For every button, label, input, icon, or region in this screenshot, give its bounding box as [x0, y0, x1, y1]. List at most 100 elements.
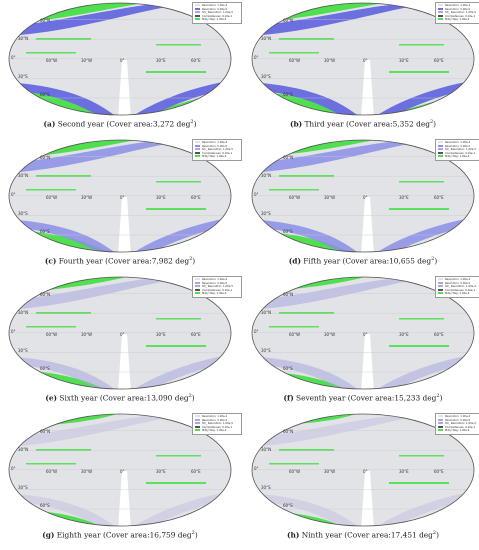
ra-label: 30°E	[399, 469, 409, 474]
dec-label: 0°	[254, 466, 259, 471]
ra-label: 30°E	[399, 195, 409, 200]
sky-coverage-map: 60°N 30°N 0° 30°S 60°S 60°W 30°W 0° 30°E 60°E	[251, 139, 475, 253]
legend-entry: Milky Way: 1.00e-4	[195, 18, 239, 22]
coverage-band	[9, 82, 118, 115]
legend-entry: Milky Way: 1.00e-4	[438, 429, 479, 433]
map-panel: 60°N 30°N 0° 30°S 60°S 60°W 30°W 0° 30°E 60°E Reso…	[249, 274, 479, 409]
legend-text: SD_ Resolution: 1.00e-5	[202, 148, 233, 152]
scan-strip	[26, 52, 76, 54]
legend-entry: Completeness: 9.10e-1	[195, 151, 239, 156]
legend-entry: SD_ Resolution: 1.00e-5	[195, 11, 239, 15]
legend-entry: SD_ Resolution: 1.00e-5	[195, 422, 239, 426]
legend-swatch	[438, 288, 443, 291]
scan-strip	[156, 455, 201, 457]
scan-strip	[156, 44, 201, 46]
legend-swatch	[438, 7, 443, 10]
dec-label: 30°N	[18, 173, 28, 178]
scan-strip	[269, 52, 319, 54]
legend-entry: Completeness: 9.10e-1	[438, 425, 479, 430]
legend-swatch	[438, 141, 443, 143]
legend-text: SD_ Resolution: 1.00e-5	[445, 11, 476, 15]
panel-caption: (g) Eighth year (Cover area:16,759 deg2)	[42, 530, 198, 540]
milky-way-gap	[361, 60, 374, 115]
map-legend: Resolution: 1.00e-4 Resolution: 5.00e-5 SD…	[435, 276, 479, 298]
legend-text: Resolution: 5.00e-5	[445, 418, 471, 422]
dec-label: 0°	[11, 55, 16, 60]
legend-text: SD_ Resolution: 1.00e-5	[445, 148, 476, 152]
caption-superscript: 2	[189, 256, 193, 262]
dec-label: 30°N	[18, 447, 28, 452]
legend-swatch	[195, 288, 200, 291]
scan-strip	[146, 208, 206, 210]
coverage-band	[373, 354, 474, 389]
map-legend: Resolution: 1.00e-4 Resolution: 5.00e-5 SD…	[435, 2, 479, 24]
map-outline	[8, 276, 232, 390]
scan-strip	[269, 463, 319, 465]
scan-strip	[399, 181, 444, 183]
dec-label: 30°N	[18, 36, 28, 41]
coverage-band	[373, 80, 474, 115]
dec-label: 30°S	[261, 74, 271, 79]
coverage-band	[252, 493, 361, 526]
panel-caption: (c) Fourth year (Cover area:7,982 deg2)	[44, 256, 196, 266]
ra-label: 0°	[363, 58, 368, 63]
ra-label: 60°E	[434, 332, 444, 337]
legend-text: Completeness: 9.10e-1	[445, 425, 476, 429]
ra-label: 60°E	[191, 58, 201, 63]
caption-superscript: 2	[191, 530, 195, 536]
scan-strip	[146, 345, 206, 347]
map-panel: 60°N 30°N 0° 30°S 60°S 60°W 30°W 0° 30°E 60°E Reso…	[249, 137, 479, 272]
map-legend: Resolution: 1.00e-4 Resolution: 5.00e-5 SD…	[192, 276, 242, 298]
map-panel: 60°N 30°N 0° 30°S 60°S 60°W 30°W 0° 30°E 60°E Reso…	[249, 0, 479, 135]
dec-label: 60°N	[40, 429, 50, 434]
coverage-band	[9, 414, 196, 447]
dec-label: 30°N	[261, 36, 271, 41]
panel-caption: (f) Seventh year (Cover area:15,233 deg2…	[283, 393, 443, 403]
ra-label: 30°W	[324, 469, 335, 474]
scan-strip	[389, 482, 449, 484]
coverage-band	[130, 80, 231, 115]
legend-text: Resolution: 1.00e-4	[445, 278, 471, 281]
legend-text: Milky Way: 1.00e-4	[202, 292, 227, 296]
caption-superscript: 2	[190, 119, 194, 125]
legend-swatch	[438, 415, 443, 417]
map-outline	[8, 139, 232, 253]
legend-text: Resolution: 1.00e-4	[202, 415, 228, 418]
dec-label: 0°	[254, 55, 259, 60]
dec-label: 60°S	[40, 92, 50, 97]
legend-swatch	[438, 155, 443, 158]
scan-strip	[26, 326, 76, 328]
ra-label: 60°E	[191, 469, 201, 474]
legend-swatch	[195, 4, 200, 6]
legend-swatch	[438, 148, 443, 151]
coverage-band	[130, 354, 231, 389]
panel-caption: (e) Sixth year (Cover area:13,090 deg2)	[45, 393, 195, 403]
ra-label: 30°W	[81, 58, 92, 63]
ra-label: 30°E	[156, 58, 166, 63]
legend-entry: Resolution: 5.00e-5	[195, 144, 239, 149]
legend-entry: Resolution: 5.00e-5	[195, 281, 239, 286]
map-panel: 60°N 30°N 0° 30°S 60°S 60°W 30°W 0° 30°E 60°E Reso…	[6, 0, 242, 135]
sky-coverage-map: 60°N 30°N 0° 30°S 60°S 60°W 30°W 0° 30°E 60°E	[251, 2, 475, 116]
legend-text: Milky Way: 1.00e-4	[445, 292, 470, 296]
legend-text: Milky Way: 1.00e-4	[445, 18, 470, 22]
legend-swatch	[195, 429, 200, 432]
dec-label: 60°N	[40, 155, 50, 160]
legend-entry: Completeness: 9.10e-1	[195, 14, 239, 19]
dec-label: 30°S	[261, 348, 271, 353]
legend-swatch	[195, 285, 200, 288]
scan-strip	[389, 208, 449, 210]
legend-entry: Resolution: 5.00e-5	[195, 418, 239, 423]
legend-swatch	[195, 292, 200, 295]
caption-text: Sixth year (Cover area:13,090 deg	[57, 393, 189, 403]
coverage-band	[9, 219, 118, 252]
dec-label: 60°N	[40, 292, 50, 297]
scan-strip	[156, 318, 201, 320]
ra-label: 30°W	[324, 58, 335, 63]
panel-caption: (d) Fifth year (Cover area:10,655 deg2)	[288, 256, 438, 266]
dec-label: 30°S	[18, 74, 28, 79]
legend-swatch	[438, 278, 443, 280]
map-legend: Resolution: 1.00e-4 Resolution: 5.00e-5 SD…	[435, 413, 479, 435]
legend-text: Completeness: 9.10e-1	[445, 288, 476, 292]
caption-superscript: 2	[436, 393, 440, 399]
